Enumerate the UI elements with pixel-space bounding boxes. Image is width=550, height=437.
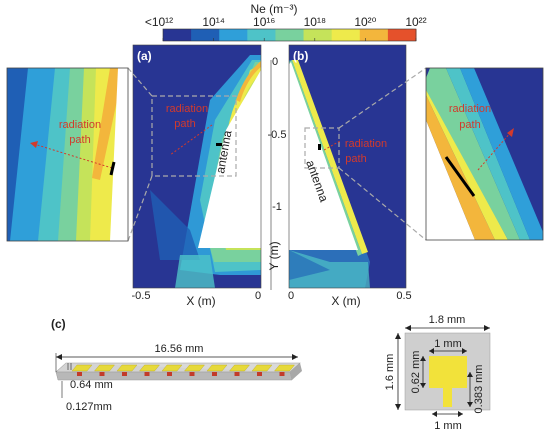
colorbar-segment	[359, 29, 389, 41]
inset-left: radiation path	[6, 67, 129, 242]
colorbar-segment	[275, 29, 305, 41]
element-detail: 1.8 mm 1.6 mm 1 mm 0.62 mm 0.383 mm 1 mm	[384, 314, 491, 432]
radiation-label-a-1: radiation	[166, 103, 208, 115]
inset-right-radiation-1: radiation	[449, 103, 491, 115]
colorbar-segment	[191, 29, 220, 41]
panel-b: (b) antenna radiation path 0 0.5 X (m)	[288, 44, 412, 308]
dim-feed-width: 1 mm	[434, 420, 462, 432]
x-tick-b-2: 0.5	[396, 290, 411, 302]
colorbar-tick-label: 10²²	[405, 15, 426, 29]
colorbar-label: Ne (m⁻³)	[251, 2, 298, 16]
radiation-label-a-2: path	[174, 118, 195, 130]
dim-array-length: 16.56 mm	[155, 343, 204, 355]
colorbar-segment	[247, 29, 276, 41]
dim-feed-length: 0.383 mm	[473, 365, 485, 414]
array-element	[161, 364, 183, 376]
y-axis: 0 -0.5 -1 Y (m)	[267, 56, 286, 290]
panel-a: (a) radiation path antenna -0.5 0 X (m)	[132, 44, 262, 308]
radiation-label-b-1: radiation	[345, 138, 387, 150]
radiation-label-b-2: path	[345, 153, 366, 165]
dim-patch-width: 1 mm	[434, 338, 462, 350]
dim-thickness: 0.127mm	[66, 401, 112, 413]
zoom-box-a	[151, 95, 237, 177]
panel-c: (c) 16.56 mm 0.64 mm 0.127mm 1.8	[51, 314, 491, 432]
colorbar-ticks: <10¹² 10¹⁴ 10¹⁶ 10¹⁸ 10²⁰ 10²²	[145, 15, 427, 41]
panel-c-tag: (c)	[51, 317, 66, 331]
x-label-b: X (m)	[331, 294, 360, 308]
vehicle-body-b	[289, 62, 358, 250]
antenna-marker-a	[216, 143, 222, 146]
colorbar: Ne (m⁻³) <10¹² 10¹⁴ 10¹⁶ 10¹⁸ 10²⁰ 10²²	[145, 2, 427, 42]
antenna-marker-inset-left	[109, 161, 116, 176]
array-element	[274, 364, 295, 376]
y-tick-1: -0.5	[268, 129, 287, 141]
inset-right-radiation-2: path	[459, 119, 480, 131]
x-tick-a-1: -0.5	[132, 290, 151, 302]
array-element	[229, 364, 250, 376]
dim-pitch: 0.64 mm	[70, 379, 113, 391]
y-tick-2: -1	[272, 201, 282, 213]
colorbar-segment	[219, 29, 248, 41]
panel-a-tag: (a)	[137, 49, 152, 63]
array-element	[139, 364, 160, 376]
vehicle-body-a	[198, 70, 261, 248]
colorbar-segment	[163, 29, 192, 41]
colorbar-tick-label: 10¹⁶	[253, 15, 275, 29]
x-label-a: X (m)	[186, 294, 215, 308]
colorbar-segment	[331, 29, 361, 41]
inset-left-radiation-2: path	[69, 134, 90, 146]
array-elements	[71, 364, 295, 376]
colorbar-tick-label: 10¹⁸	[304, 15, 326, 29]
colorbar-segment	[387, 29, 417, 41]
dim-element-height: 1.6 mm	[384, 354, 396, 391]
array-element	[206, 364, 228, 376]
zoom-connectors	[127, 67, 427, 242]
colorbar-segments	[163, 29, 417, 41]
zoom-box-b	[304, 127, 340, 169]
colorbar-segment	[303, 29, 333, 41]
colorbar-tick-label: <10¹²	[145, 15, 173, 29]
array-element	[94, 364, 115, 376]
antenna-marker-inset-right	[444, 156, 476, 197]
x-tick-b-1: 0	[288, 290, 294, 302]
antenna-marker-b	[318, 144, 321, 150]
array-element	[116, 364, 138, 376]
inset-right: radiation path	[425, 67, 544, 241]
inset-left-radiation-1: radiation	[59, 119, 101, 131]
x-tick-a-2: 0	[255, 290, 261, 302]
array-element	[71, 364, 93, 376]
colorbar-tick-label: 10¹⁴	[202, 15, 225, 29]
panel-b-tag: (b)	[293, 49, 308, 63]
dim-patch-height: 0.62 mm	[410, 351, 422, 394]
y-axis-label: Y (m)	[267, 241, 281, 270]
colorbar-tick-label: 10²⁰	[354, 15, 376, 29]
array-element	[251, 364, 273, 376]
y-tick-0: 0	[272, 56, 278, 68]
dim-element-width: 1.8 mm	[429, 314, 466, 326]
array-element	[184, 364, 205, 376]
antenna-array	[55, 362, 302, 381]
